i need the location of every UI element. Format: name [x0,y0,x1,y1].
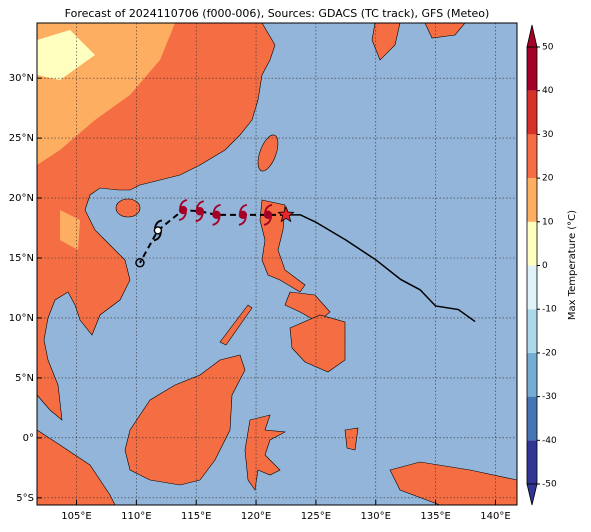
land-new-guinea [389,461,517,505]
basemap [37,23,517,505]
colorbar-segment [527,134,537,179]
typhoon-arm [195,200,204,210]
land-hainan [115,198,141,218]
x-tick-label: 110°E [121,511,151,522]
colorbar-segment [527,352,537,397]
colorbar-segment [527,309,537,353]
x-tick-label: 115°E [181,511,211,522]
typhoon-eye [212,210,221,220]
colorbar-segment [527,265,537,310]
x-tick-label: 140°E [480,511,510,522]
y-tick-label: 30°N [9,73,34,84]
y-tick-label: 0° [23,433,34,444]
typhoon-symbol [195,200,204,223]
colorbar-tick-label: 50 [542,43,554,53]
typhoon-symbol [263,203,273,226]
colorbar-segment [527,178,537,222]
colorbar-segment [527,396,537,441]
colorbar-segment [527,221,537,266]
colorbar-segment [527,90,537,135]
colorbar-tick-label: 20 [542,174,554,184]
overlay [37,23,517,505]
x-tick-label: 130°E [361,511,391,522]
land-taiwan [257,134,279,172]
land-cool-patch [60,210,80,250]
land-japan [424,23,466,39]
land-luzon [259,199,306,293]
colorbar-extend-bottom [526,483,538,506]
y-tick-label: 5°S [16,493,34,504]
typhoon-arm [179,199,188,209]
colorbar-extend-top [526,24,538,48]
land-sulawesi [244,414,287,491]
typhoon-arm [178,211,187,221]
colorbar-label: Max Temperature (°C) [567,210,578,320]
x-tick-label: 120°E [241,511,271,522]
land-mindanao [289,314,346,373]
typhoon-arm [238,216,247,226]
typhoon-symbol [178,199,188,221]
typhoon-eye [238,210,248,220]
typhoon-eye [153,226,163,235]
colorbar-tick-label: 30 [542,130,554,140]
colorbar-tick-label: 0 [542,261,548,271]
y-tick-label: 5°N [15,373,34,384]
colorbar-tick-label: 40 [542,86,554,96]
land-cool-patch [37,30,95,80]
x-tick-label: 135°E [420,511,450,522]
land-halmahera [344,427,359,451]
observed-track [285,214,476,323]
y-tick-label: 25°N [9,133,34,144]
typhoon-symbol [212,203,221,226]
land-kyushu [371,23,401,61]
typhoon-eye [195,207,204,216]
map-title: Forecast of 2024110706 (f000-006), Sourc… [65,7,490,20]
colorbar-tick-label: 10 [542,217,554,227]
typhoon-arm [154,219,163,229]
current-position [277,205,295,223]
typhoon-arm [238,203,248,214]
colorbar-tick-label: -50 [542,480,557,490]
y-tick-label: 15°N [9,253,34,264]
typhoon-eye [178,205,188,215]
colorbar-segment [527,440,537,484]
colorbar-tick-label: -10 [542,305,557,315]
typhoon-symbol [153,219,163,242]
typhoon-arm [212,216,221,226]
colorbar-tick-label: -40 [542,436,557,446]
colorbar-segment [527,47,537,91]
land-sumatra [37,429,116,505]
typhoon-arm [264,203,273,214]
colorbar-tick-label: -20 [542,348,557,358]
y-tick-label: 20°N [9,193,34,204]
land-mainland [37,23,276,421]
land-borneo [124,354,246,486]
colorbar-tick-label: -30 [542,392,557,402]
typhoon-arm [153,232,162,242]
typhoon-arm [263,216,272,226]
typhoon-eye [263,210,273,220]
y-tick-label: 10°N [9,313,34,324]
x-tick-label: 105°E [61,511,91,522]
map-frame [36,22,518,506]
typhoon-arm [195,213,204,223]
typhoon-arm [212,203,221,214]
forecast-point [135,258,145,268]
land-palawan [219,304,253,346]
typhoon-symbol [238,203,248,226]
x-tick-label: 125°E [301,511,331,522]
